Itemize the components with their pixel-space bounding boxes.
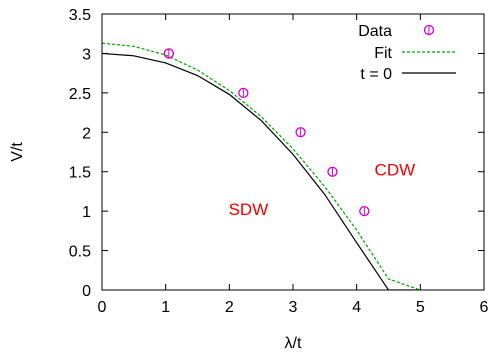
x-tick-label: 5 [416,299,425,316]
axis-layer: 0 1 2 3 4 5 6 0 0.5 1 1.5 2 2.5 3 3.5 [69,7,488,316]
y-tick-label: 2 [82,125,91,142]
y-tick-label: 0 [82,283,91,300]
region-label-sdw: SDW [229,200,269,219]
plot-layer: SDW CDW [102,42,421,290]
data-point-marker [327,166,338,177]
data-point-marker [295,127,306,138]
x-tick-label: 3 [289,299,298,316]
x-tick-label: 2 [225,299,234,316]
legend-label: Data [358,23,392,40]
y-tick-label: 0.5 [69,244,91,261]
plot-frame [101,13,485,291]
data-point [238,87,249,99]
legend-label: Fit [374,45,392,62]
x-tick-label: 0 [98,299,107,316]
data-point [327,166,338,177]
region-label-cdw: CDW [375,161,416,180]
y-axis-label: V/t [9,142,26,162]
data-point [163,48,175,59]
y-tick-label: 2.5 [69,86,91,103]
x-tick-label: 1 [161,299,170,316]
x-axis-label: λ/t [285,335,302,352]
y-tick-label: 3.5 [69,7,91,24]
legend-item: Fit [374,45,456,62]
legend-label: t = 0 [360,66,392,83]
data-point [359,205,370,217]
x-tick-label: 4 [352,299,361,316]
series-line-t-0 [102,52,414,290]
data-point [295,127,306,138]
legend: Data Fit t = 0 [358,23,456,83]
y-tick-label: 1 [82,204,91,221]
legend-marker [423,24,435,36]
legend-item: t = 0 [360,66,456,83]
data-point-marker [238,87,249,99]
x-tick-label: 6 [480,299,488,316]
series-line-fit [102,42,421,290]
y-tick-label: 1.5 [69,165,91,182]
y-tick-label: 3 [82,46,91,63]
data-point-marker [163,48,175,59]
data-point-marker [359,205,370,217]
legend-item: Data [358,23,435,40]
